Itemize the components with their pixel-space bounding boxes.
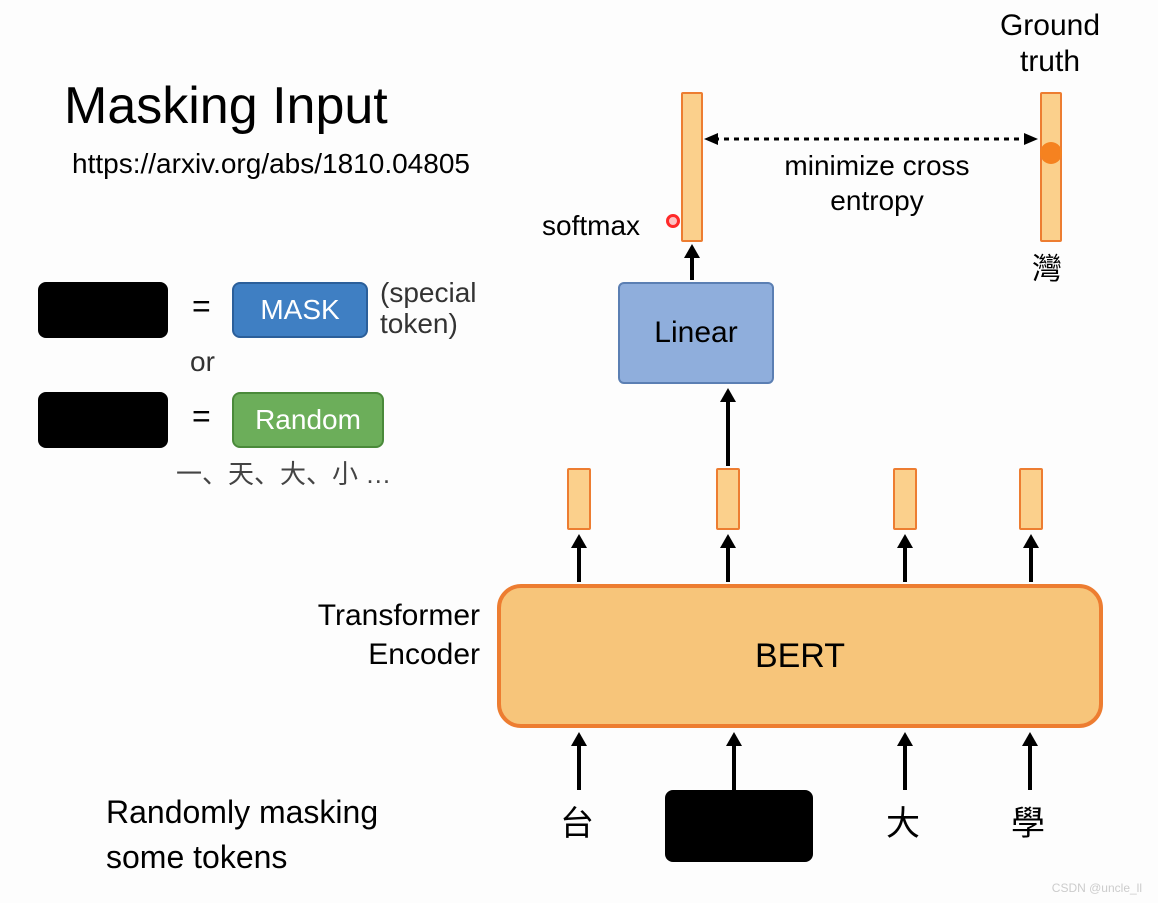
- ground-truth-dot: [1040, 142, 1062, 164]
- title-text: Masking Input: [64, 77, 388, 135]
- minimize-arrow: [704, 128, 1038, 150]
- transformer-encoder-label: Transformer Encoder: [280, 596, 480, 674]
- output-bar-3: [893, 468, 917, 530]
- page-title: Masking Input: [64, 76, 388, 136]
- softmax-output-bar: [681, 92, 703, 242]
- random-examples: 一、天、大、小 …: [176, 454, 391, 491]
- legend-eq-1: =: [192, 288, 211, 325]
- wan-label: 灣: [1032, 244, 1062, 288]
- paper-url: https://arxiv.org/abs/1810.04805: [72, 148, 470, 180]
- mask-token-box: MASK: [232, 282, 368, 338]
- out-arrow-2: [726, 546, 730, 582]
- watermark: CSDN @uncle_ll: [1052, 881, 1142, 895]
- legend-black-box-1: [38, 282, 168, 338]
- mask-label: MASK: [260, 294, 339, 326]
- random-token-box: Random: [232, 392, 384, 448]
- random-label: Random: [255, 404, 361, 436]
- input-arrow-3: [903, 744, 907, 790]
- linear-label: Linear: [654, 316, 737, 350]
- input-token-1: 台: [560, 796, 594, 845]
- bert-label: BERT: [755, 637, 845, 676]
- url-text: https://arxiv.org/abs/1810.04805: [72, 148, 470, 179]
- output-bar-2: [716, 468, 740, 530]
- legend-eq-2: =: [192, 398, 211, 435]
- legend-black-box-2: [38, 392, 168, 448]
- randomly-masking-label: Randomly masking some tokens: [106, 790, 378, 880]
- to-linear-arrow: [726, 400, 730, 466]
- input-masked-box: [665, 790, 813, 862]
- input-arrow-1: [577, 744, 581, 790]
- input-arrow-2: [732, 744, 736, 790]
- linear-box: Linear: [618, 282, 774, 384]
- out-arrow-4: [1029, 546, 1033, 582]
- to-softmax-arrow: [690, 256, 694, 280]
- out-arrow-1: [577, 546, 581, 582]
- output-bar-1: [567, 468, 591, 530]
- legend-or: or: [190, 346, 215, 378]
- input-arrow-4: [1028, 744, 1032, 790]
- minimize-cross-entropy-label: minimize cross entropy: [762, 148, 992, 218]
- ground-truth-label: Ground truth: [985, 8, 1115, 80]
- out-arrow-3: [903, 546, 907, 582]
- input-token-3: 大: [886, 796, 920, 845]
- red-pointer-dot: [666, 214, 680, 228]
- output-bar-4: [1019, 468, 1043, 530]
- softmax-label: softmax: [542, 210, 640, 242]
- bert-box: BERT: [497, 584, 1103, 728]
- input-token-4: 學: [1011, 796, 1045, 845]
- special-token-label: (special token): [380, 278, 490, 340]
- ground-truth-bar: [1040, 92, 1062, 242]
